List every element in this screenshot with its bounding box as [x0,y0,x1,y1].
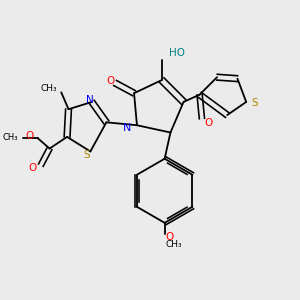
Text: N: N [123,123,131,133]
Text: O: O [166,232,174,242]
Text: O: O [25,131,34,141]
Text: S: S [251,98,258,108]
Text: CH₃: CH₃ [41,84,58,93]
Text: O: O [28,163,37,173]
Text: O: O [106,76,115,86]
Text: N: N [85,95,93,106]
Text: S: S [83,150,90,160]
Text: O: O [204,118,212,128]
Text: HO: HO [169,48,185,58]
Text: CH₃: CH₃ [166,240,182,249]
Text: CH₃: CH₃ [3,133,18,142]
